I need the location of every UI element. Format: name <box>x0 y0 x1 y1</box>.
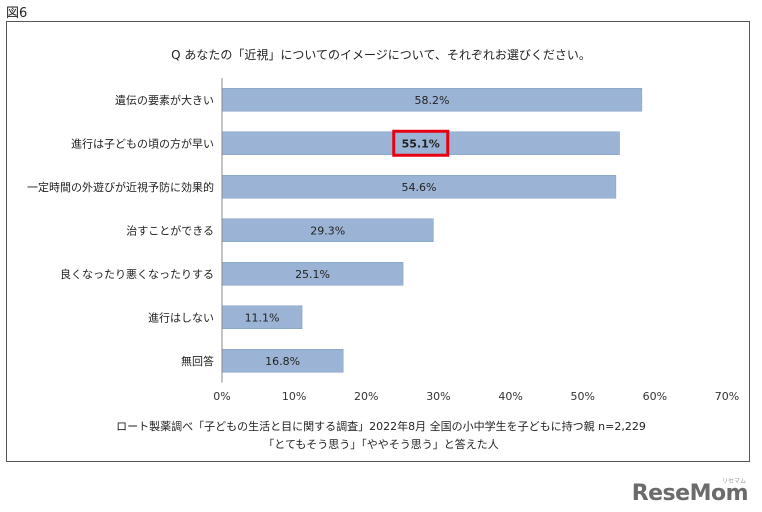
category-label-4: 治すことができる <box>126 223 214 237</box>
value-label-6: 11.1% <box>245 311 280 324</box>
category-label-3: 一定時間の外遊びが近視予防に効果的 <box>27 180 214 194</box>
x-tick-label-40: 40% <box>498 390 522 403</box>
value-label-1: 58.2% <box>414 94 449 107</box>
figure-label: 図6 <box>6 6 28 21</box>
x-tick-label-50: 50% <box>570 390 594 403</box>
logo-subtext: リセマム <box>721 478 746 485</box>
category-label-1: 遺伝の要素が大きい <box>115 93 214 107</box>
chart-frame <box>6 21 750 462</box>
chart-question: Q あなたの「近視」についてのイメージについて、それぞれお選びください。 <box>171 48 591 62</box>
category-label-6: 進行はしない <box>148 311 214 324</box>
value-label-2: 55.1% <box>402 137 440 150</box>
value-label-4: 29.3% <box>310 224 345 237</box>
value-label-5: 25.1% <box>295 268 330 281</box>
value-label-7: 16.8% <box>265 355 300 368</box>
category-label-5: 良くなったり悪くなったりする <box>60 267 214 281</box>
source-line-2: 「とてもそう思う」「ややそう思う」と答えた人 <box>263 438 499 451</box>
x-tick-label-60: 60% <box>643 390 667 403</box>
x-tick-label-0: 0% <box>213 390 230 403</box>
x-tick-label-10: 10% <box>282 390 306 403</box>
x-tick-label-30: 30% <box>426 390 450 403</box>
highlight-box <box>392 129 450 157</box>
x-tick-label-70: 70% <box>715 390 739 403</box>
resemom-logo: ReseMom <box>631 481 749 506</box>
source-line-1: ロート製薬調べ「子どもの生活と目に関する調査」2022年8月 全国の小中学生を子… <box>116 420 646 433</box>
x-tick-label-20: 20% <box>354 390 378 403</box>
category-label-7: 無回答 <box>181 354 214 368</box>
category-label-2: 進行は子どもの頃の方が早い <box>71 136 214 150</box>
source-note: ロート製薬調べ「子どもの生活と目に関する調査」2022年8月 全国の小中学生を子… <box>0 418 762 454</box>
value-label-3: 54.6% <box>401 181 436 194</box>
